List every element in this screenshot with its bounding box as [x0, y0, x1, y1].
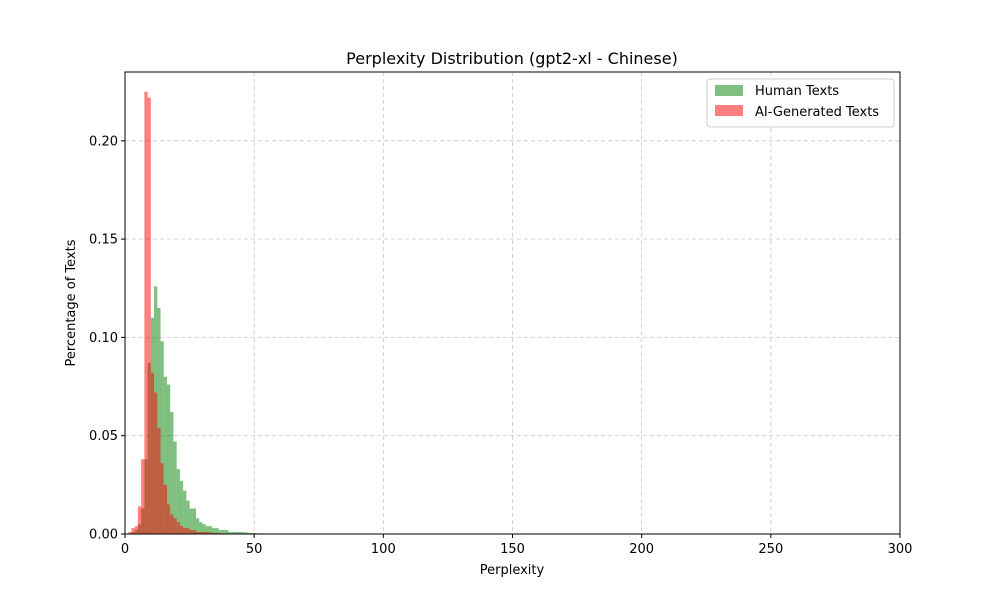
legend-label-human-texts: Human Texts	[755, 84, 839, 99]
ai-generated-texts-bar	[180, 526, 183, 534]
x-tick-label: 250	[758, 542, 783, 557]
y-tick-label: 0.10	[89, 331, 118, 346]
grid-layer	[125, 72, 900, 534]
x-tick-label: 100	[371, 542, 396, 557]
legend-swatch-human-texts	[715, 85, 743, 96]
ai-generated-texts-bar	[186, 528, 189, 534]
y-tick-label: 0.15	[89, 233, 118, 248]
ai-generated-texts-bar	[167, 505, 170, 534]
ai-generated-texts-bar	[190, 530, 193, 534]
ai-generated-texts-bar	[157, 428, 160, 534]
ai-generated-texts-bar	[135, 526, 138, 534]
x-tick-label: 0	[121, 542, 129, 557]
ai-generated-texts-bar	[131, 528, 134, 534]
human-texts-bar	[196, 518, 199, 534]
human-texts-bar	[183, 491, 186, 534]
y-tick-label: 0.00	[89, 528, 118, 543]
ai-generated-texts-bar	[170, 514, 173, 534]
series-ai-generated-texts-bars	[128, 92, 244, 534]
legend-swatch-ai-generated-texts	[715, 105, 743, 116]
ai-generated-texts-bar	[193, 530, 196, 534]
ai-generated-texts-bar	[183, 528, 186, 534]
ai-generated-texts-bar	[144, 92, 147, 534]
x-axis-label: Perplexity	[480, 563, 545, 578]
y-tick-label: 0.20	[89, 134, 118, 149]
x-tick-label: 300	[888, 542, 913, 557]
legend: Human Texts AI-Generated Texts	[707, 79, 894, 127]
ai-generated-texts-bar	[148, 98, 151, 534]
ai-generated-texts-bar	[164, 485, 167, 534]
ai-generated-texts-bar	[138, 506, 141, 534]
human-texts-bar	[180, 481, 183, 534]
ai-generated-texts-bar	[161, 463, 164, 534]
ai-generated-texts-bar	[177, 522, 180, 534]
legend-label-ai-generated-texts: AI-Generated Texts	[755, 105, 879, 120]
ai-generated-texts-bar	[173, 518, 176, 534]
y-axis-label: Percentage of Texts	[64, 239, 79, 366]
y-tick-label: 0.05	[89, 429, 118, 444]
x-axis-ticks: 0 50 100 150 200 250 300	[121, 534, 913, 557]
ai-generated-texts-bar	[154, 392, 157, 534]
ai-generated-texts-bar	[141, 459, 144, 534]
x-tick-label: 150	[500, 542, 525, 557]
x-tick-label: 50	[246, 542, 263, 557]
ai-generated-texts-bar	[151, 373, 154, 534]
chart-title: Perplexity Distribution (gpt2-xl - Chine…	[346, 49, 678, 68]
x-tick-label: 200	[629, 542, 654, 557]
y-axis-ticks: 0.00 0.05 0.10 0.15 0.20	[89, 134, 125, 542]
